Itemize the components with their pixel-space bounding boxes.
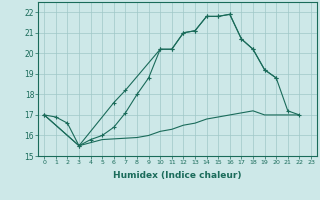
X-axis label: Humidex (Indice chaleur): Humidex (Indice chaleur) [113, 171, 242, 180]
